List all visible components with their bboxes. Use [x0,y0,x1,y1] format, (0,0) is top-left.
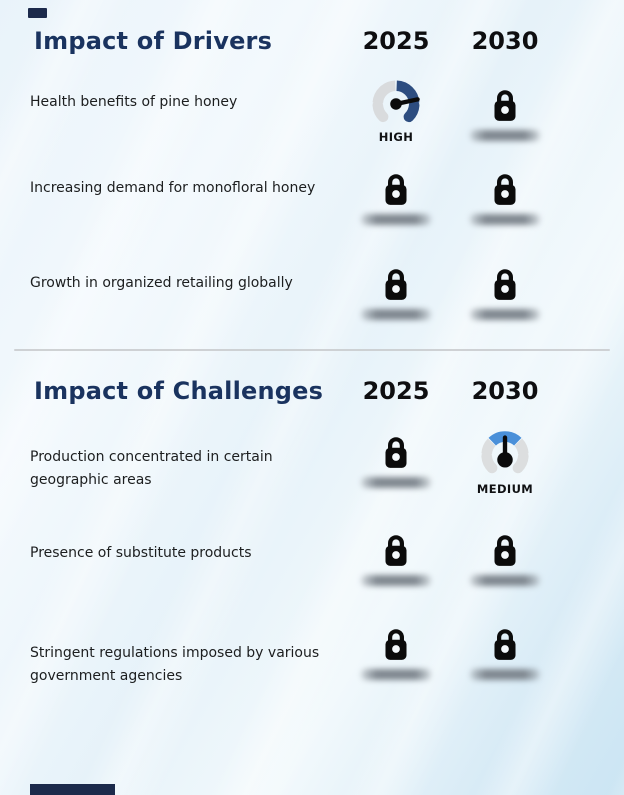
lock-icon [385,269,407,300]
redacted-value [470,130,540,141]
driver2-2030-cell [463,170,547,225]
driver3-2030-cell [463,265,547,320]
template-top-bar [28,8,47,18]
gauge-level-label: MEDIUM [476,482,534,496]
lock-icon [385,437,407,468]
challenge2-2025-cell [354,531,438,586]
lock-icon [385,629,407,660]
gauge-medium-icon [481,431,529,474]
challenge3-2030-cell [463,625,547,680]
redacted-value [361,309,431,320]
redacted-value [361,669,431,680]
driver-row-label: Health benefits of pine honey [30,94,238,110]
redacted-value [470,575,540,586]
lock-icon [494,269,516,300]
lock-icon [385,535,407,566]
challenges-col-2030: 2030 [471,377,539,405]
challenge3-2025-cell [354,625,438,680]
challenge-row-label: Production concentrated in certain geogr… [30,449,273,488]
driver1-2025-cell: HIGH [354,79,438,144]
redacted-value [470,309,540,320]
challenge1-2030-cell: MEDIUM [463,429,547,496]
gauge-high-icon [372,80,420,123]
gauge-level-label: HIGH [378,130,414,144]
redacted-value [470,669,540,680]
drivers-col-2025: 2025 [362,27,430,55]
redacted-value [361,575,431,586]
challenge1-2025-cell [354,433,438,488]
redacted-value [361,214,431,225]
lock-icon [494,535,516,566]
lock-icon [385,174,407,205]
section-divider [14,349,610,351]
drivers-section-title: Impact of Drivers [34,27,273,55]
drivers-col-2030: 2030 [471,27,539,55]
lock-icon [494,90,516,121]
template-bottom-bar [30,784,115,795]
challenge-row-label: Stringent regulations imposed by various… [30,645,320,684]
redacted-value [470,214,540,225]
challenge-row-label: Presence of substitute products [30,545,252,561]
driver1-2030-cell [463,86,547,141]
driver2-2025-cell [354,170,438,225]
driver-row-label: Increasing demand for monofloral honey [30,180,316,196]
challenges-col-2025: 2025 [362,377,430,405]
lock-icon [494,174,516,205]
driver-row-label: Growth in organized retailing globally [30,275,293,291]
driver3-2025-cell [354,265,438,320]
lock-icon [494,629,516,660]
redacted-value [361,477,431,488]
challenge2-2030-cell [463,531,547,586]
challenges-section-title: Impact of Challenges [34,377,324,405]
